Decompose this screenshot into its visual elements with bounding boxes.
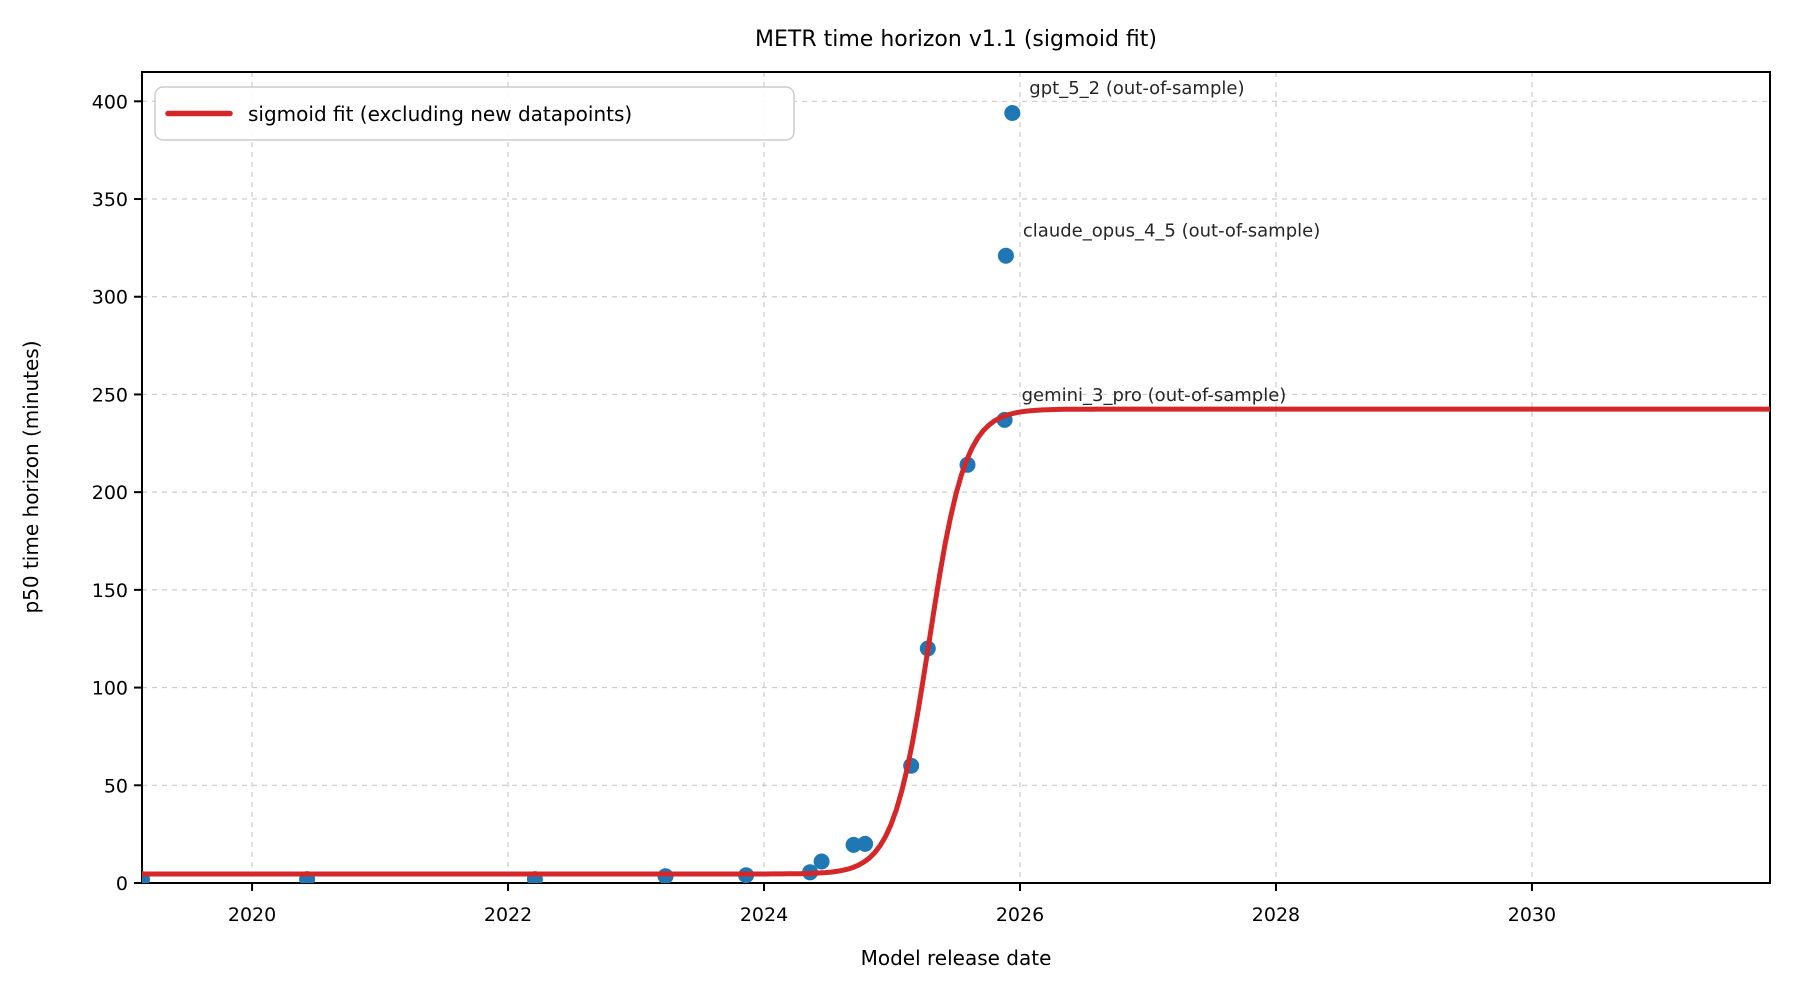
x-tick-label: 2020 [228,904,276,926]
x-tick-label: 2026 [996,904,1044,926]
data-point [813,853,830,870]
data-point [997,247,1014,264]
point-label: gpt_5_2 (out-of-sample) [1029,78,1244,99]
gridlines [142,72,1770,884]
axis-ticks: 2020 2022 2024 2026 2028 2030 0 50 100 150 200 250 3… [92,91,1556,926]
y-axis-label: p50 time horizon (minutes) [19,340,43,613]
chart-title: METR time horizon v1.1 (sigmoid fit) [755,27,1157,52]
y-tick-label: 400 [92,91,128,113]
data-series [142,105,1770,883]
data-point [1004,105,1021,121]
point-annotations: gemini_3_pro (out-of-sample) claude_opus_… [1022,78,1321,406]
x-tick-label: 2024 [740,904,788,926]
point-label: gemini_3_pro (out-of-sample) [1022,385,1287,406]
y-tick-label: 300 [92,287,128,309]
legend: sigmoid fit (excluding new datapoints) [154,86,795,141]
data-point [845,836,862,853]
x-tick-label: 2028 [1252,904,1300,926]
x-tick-label: 2030 [1508,904,1556,926]
y-tick-label: 350 [92,189,128,211]
y-tick-label: 200 [92,482,128,504]
sigmoid-fit-line [142,406,1770,877]
data-point [857,835,874,852]
x-tick-label: 2022 [484,904,532,926]
y-tick-label: 250 [92,384,128,406]
y-tick-label: 100 [92,678,128,700]
legend-box [154,86,795,141]
plot-border [141,71,1771,884]
y-tick-label: 150 [92,580,128,602]
x-axis-label: Model release date [861,946,1052,970]
y-tick-label: 50 [104,775,128,797]
point-label: claude_opus_4_5 (out-of-sample) [1023,221,1320,242]
legend-label: sigmoid fit (excluding new datapoints) [248,102,632,126]
y-tick-label: 0 [116,873,128,895]
